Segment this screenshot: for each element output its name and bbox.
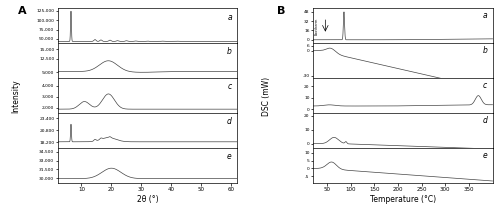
Text: c: c (483, 81, 487, 90)
Text: A: A (18, 6, 26, 16)
Text: c: c (228, 82, 232, 91)
X-axis label: 2θ (°): 2θ (°) (136, 195, 158, 204)
Text: Exotherm: Exotherm (314, 17, 318, 34)
X-axis label: Temperature (°C): Temperature (°C) (370, 195, 436, 204)
Text: d: d (482, 116, 487, 125)
Text: d: d (227, 117, 232, 126)
Text: b: b (227, 47, 232, 56)
Text: B: B (277, 6, 285, 16)
Text: a: a (227, 13, 232, 22)
Text: Intensity: Intensity (11, 80, 20, 113)
Text: DSC (mW): DSC (mW) (262, 77, 272, 116)
Text: b: b (482, 46, 487, 55)
Text: e: e (482, 151, 487, 160)
Text: a: a (482, 11, 487, 20)
Text: e: e (227, 152, 232, 161)
